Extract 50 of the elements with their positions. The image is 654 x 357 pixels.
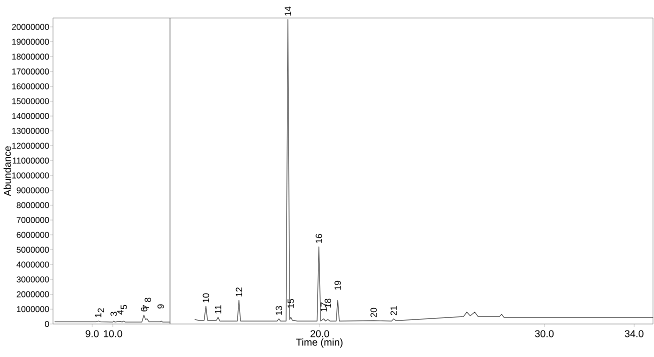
x-tick-label: 34.0	[624, 330, 644, 338]
y-tick-label: 12000000	[12, 142, 49, 149]
y-tick-label: 16000000	[12, 83, 49, 90]
annotation: 1	[95, 313, 102, 318]
annotation: 10	[202, 293, 210, 302]
annotation: 13	[276, 306, 282, 315]
y-tick-label: 6000000	[16, 232, 49, 238]
annotation: 16	[316, 234, 322, 243]
annotation: 11	[214, 305, 222, 314]
annotation: 18	[324, 298, 332, 308]
annotation: 7	[142, 305, 150, 310]
annotation: 4	[117, 310, 124, 315]
annotation: 20	[370, 308, 377, 318]
annotation: 2	[98, 308, 104, 312]
y-tick-label: 4000000	[16, 262, 49, 268]
y-tick-label: 20000000	[12, 24, 49, 30]
y-tick-label: 3000000	[16, 276, 49, 282]
annotation: 15	[288, 298, 294, 308]
y-tick-label: 15000000	[12, 98, 49, 104]
line-series	[54, 314, 170, 322]
annotation: 5	[120, 304, 127, 310]
y-tick-label: 19000000	[12, 38, 49, 45]
annotation: 19	[334, 280, 341, 290]
annotation: 9	[158, 304, 164, 308]
y-tick-label: 1000000	[16, 306, 49, 312]
y-tick-label: 9000000	[16, 187, 49, 194]
x-tick-label: 10.0	[104, 330, 122, 338]
y-tick-label: 0	[44, 321, 49, 327]
annotation: 17	[320, 302, 327, 312]
annotation: 21	[390, 306, 397, 316]
y-tick-label: 18000000	[12, 54, 49, 60]
x-axis-title: Time (min)	[296, 338, 342, 348]
annotation: 3	[110, 312, 117, 316]
annotation: 14	[284, 6, 291, 16]
y-tick-label: 13000000	[12, 128, 49, 134]
y-tick-label: 7000000	[16, 217, 49, 224]
y-tick-label: 11000000	[12, 158, 49, 164]
y-axis-title: Abundance	[4, 146, 11, 196]
x-tick-label: 9.0	[86, 330, 99, 338]
x-tick-label: 30.0	[535, 330, 554, 338]
annotation: 8	[144, 298, 152, 302]
y-tick-label: 5000000	[16, 246, 49, 253]
x-tick-label: 20.0	[310, 330, 330, 338]
y-tick-label: 10000000	[12, 172, 49, 178]
y-tick-label: 8000000	[16, 202, 49, 208]
annotation: 6	[140, 307, 148, 312]
annotation: 12	[236, 288, 242, 296]
y-tick-label: 2000000	[16, 291, 49, 298]
y-tick-label: 14000000	[12, 113, 49, 120]
y-tick-label: 17000000	[12, 68, 49, 74]
